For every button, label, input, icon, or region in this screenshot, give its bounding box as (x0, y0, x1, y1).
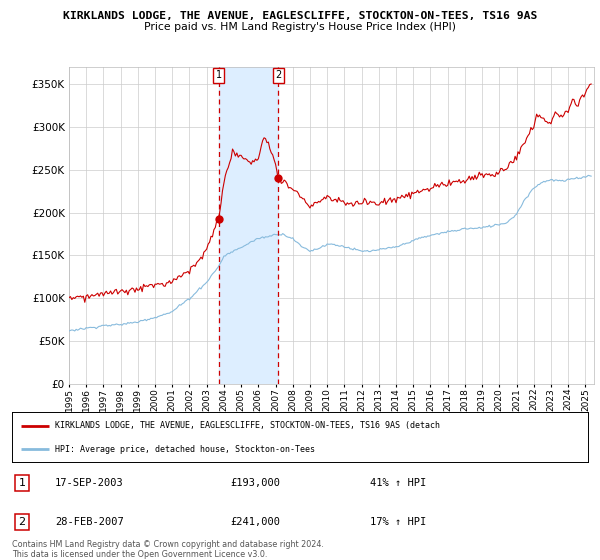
Text: Contains HM Land Registry data © Crown copyright and database right 2024.
This d: Contains HM Land Registry data © Crown c… (12, 540, 324, 559)
Text: Price paid vs. HM Land Registry's House Price Index (HPI): Price paid vs. HM Land Registry's House … (144, 22, 456, 32)
Text: 1: 1 (216, 70, 222, 80)
Text: KIRKLANDS LODGE, THE AVENUE, EAGLESCLIFFE, STOCKTON-ON-TEES, TS16 9AS: KIRKLANDS LODGE, THE AVENUE, EAGLESCLIFF… (63, 11, 537, 21)
Text: HPI: Average price, detached house, Stockton-on-Tees: HPI: Average price, detached house, Stoc… (55, 445, 315, 454)
Bar (219, 67, 278, 384)
Text: 1: 1 (19, 478, 25, 488)
Text: 28-FEB-2007: 28-FEB-2007 (55, 517, 124, 527)
Text: 41% ↑ HPI: 41% ↑ HPI (370, 478, 426, 488)
Text: 2: 2 (19, 517, 26, 527)
Text: KIRKLANDS LODGE, THE AVENUE, EAGLESCLIFFE, STOCKTON-ON-TEES, TS16 9AS (detach: KIRKLANDS LODGE, THE AVENUE, EAGLESCLIFF… (55, 421, 440, 430)
Text: 2: 2 (275, 70, 281, 80)
Text: £241,000: £241,000 (230, 517, 280, 527)
Text: £193,000: £193,000 (230, 478, 280, 488)
Text: 17% ↑ HPI: 17% ↑ HPI (370, 517, 426, 527)
Text: 17-SEP-2003: 17-SEP-2003 (55, 478, 124, 488)
